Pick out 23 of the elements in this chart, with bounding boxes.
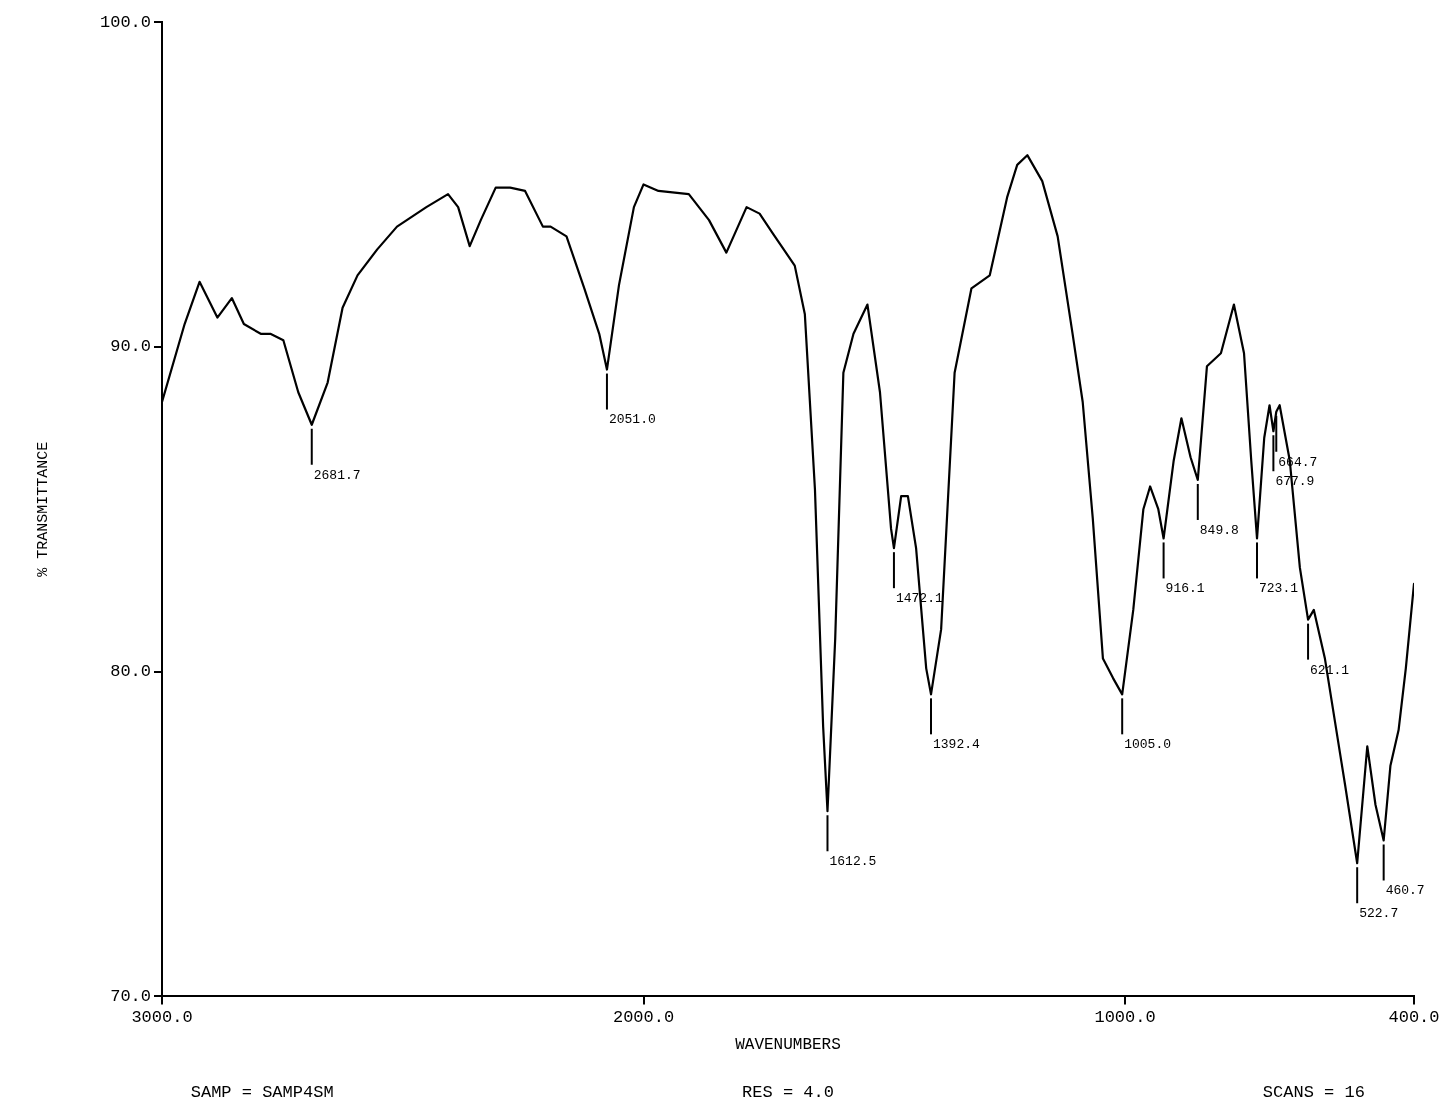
x-tick-label: 400.0 [1388, 1008, 1440, 1028]
annotation: 916.1 [1165, 581, 1205, 597]
annotation: 1005.0 [1124, 737, 1171, 753]
y-axis-title: % TRANSMITTANCE [34, 441, 52, 577]
annotation: 1392.4 [933, 737, 981, 753]
text: SAMP = SAMP4SM [190, 1082, 334, 1102]
y-tick-label: 100.0 [99, 12, 151, 32]
x-tick-label: 3000.0 [131, 1008, 193, 1028]
annotation: 522.7 [1359, 906, 1399, 922]
text: RES = 4.0 [742, 1082, 834, 1102]
annotation: 1612.5 [829, 854, 877, 870]
annotation: 460.7 [1385, 883, 1425, 899]
text: SCANS = 16 [1262, 1082, 1365, 1102]
annotation: 849.8 [1199, 522, 1239, 538]
y-tick-label: 70.0 [110, 986, 151, 1006]
annotation: 723.1 [1259, 581, 1299, 597]
x-tick-label: 1000.0 [1094, 1008, 1156, 1028]
annotation: 2051.0 [608, 412, 656, 428]
annotation: 2681.7 [313, 467, 361, 483]
x-tick-label: 2000.0 [612, 1008, 675, 1028]
y-tick-label: 90.0 [110, 337, 151, 357]
x-axis-title: WAVENUMBERS [735, 1035, 841, 1054]
y-tick-label: 80.0 [110, 662, 151, 682]
